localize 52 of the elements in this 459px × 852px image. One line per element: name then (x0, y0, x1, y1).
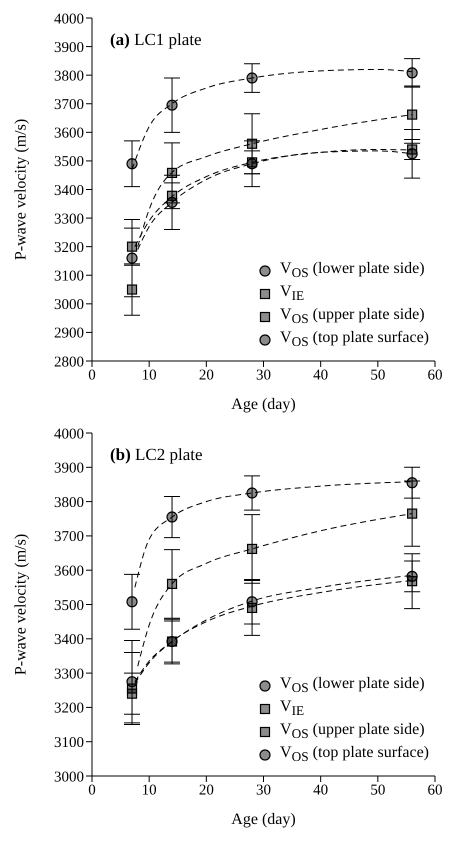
y-tick-label: 3000 (54, 297, 84, 314)
legend-label: V$_{OS}$ (lower plate side) (280, 260, 425, 282)
y-tick-label: 3600 (54, 126, 84, 142)
y-tick-label: 3700 (54, 529, 84, 546)
y-tick-label: 2800 (54, 354, 84, 370)
x-axis-title: Age (day) (231, 811, 296, 828)
y-tick-label: 3600 (54, 564, 84, 580)
legend-label: V$_{IE}$ (280, 282, 304, 304)
y-tick-label: 3200 (54, 240, 84, 256)
y-tick-label: 2900 (54, 326, 84, 342)
y-tick-label: 4000 (54, 11, 84, 28)
y-tick-label: 3800 (54, 494, 84, 511)
x-tick-label: 50 (370, 782, 386, 799)
y-axis-title: P-wave velocity (m/s) (12, 534, 30, 676)
x-tick-label: 60 (428, 782, 442, 799)
y-tick-label: 3000 (54, 769, 84, 786)
y-tick-label: 3800 (54, 68, 84, 84)
y-tick-label: 3400 (54, 632, 84, 648)
x-tick-label: 0 (88, 782, 96, 799)
y-tick-label: 3100 (54, 268, 84, 285)
x-axis-title: Age (day) (231, 396, 296, 413)
legend-label: V$_{OS}$ (lower plate side) (280, 674, 425, 696)
x-tick-label: 30 (256, 368, 271, 384)
y-tick-label: 3900 (54, 40, 84, 56)
x-tick-label: 10 (142, 782, 157, 799)
y-tick-label: 3700 (54, 97, 84, 114)
y-tick-label: 3200 (54, 700, 84, 717)
legend-label: V$_{IE}$ (280, 698, 304, 720)
y-tick-label: 4000 (54, 426, 84, 442)
x-tick-label: 0 (88, 368, 96, 384)
y-tick-label: 3500 (54, 598, 84, 614)
x-tick-label: 30 (256, 782, 271, 799)
legend-label: V$_{OS}$ (top plate surface) (280, 744, 429, 766)
x-tick-label: 40 (313, 782, 328, 799)
x-tick-label: 40 (313, 368, 328, 384)
text: (b) LC2 plate (110, 445, 203, 465)
x-tick-label: 60 (428, 368, 442, 384)
text: (a) LC1 plate (110, 30, 202, 50)
y-tick-label: 3900 (54, 460, 84, 477)
legend-label: V$_{OS}$ (upper plate side) (280, 720, 425, 742)
y-axis-title: P-wave velocity (m/s) (12, 118, 30, 260)
y-tick-label: 3400 (54, 182, 84, 199)
x-tick-label: 20 (198, 782, 214, 799)
x-tick-label: 20 (198, 368, 214, 384)
x-tick-label: 50 (370, 368, 386, 384)
y-tick-label: 3500 (54, 154, 84, 170)
y-tick-label: 3100 (54, 735, 84, 752)
legend-label: V$_{OS}$ (top plate surface) (280, 328, 429, 350)
x-tick-label: 10 (142, 368, 157, 384)
y-tick-label: 3300 (54, 666, 84, 682)
y-tick-label: 3300 (54, 211, 84, 228)
legend-label: V$_{OS}$ (upper plate side) (280, 306, 425, 328)
